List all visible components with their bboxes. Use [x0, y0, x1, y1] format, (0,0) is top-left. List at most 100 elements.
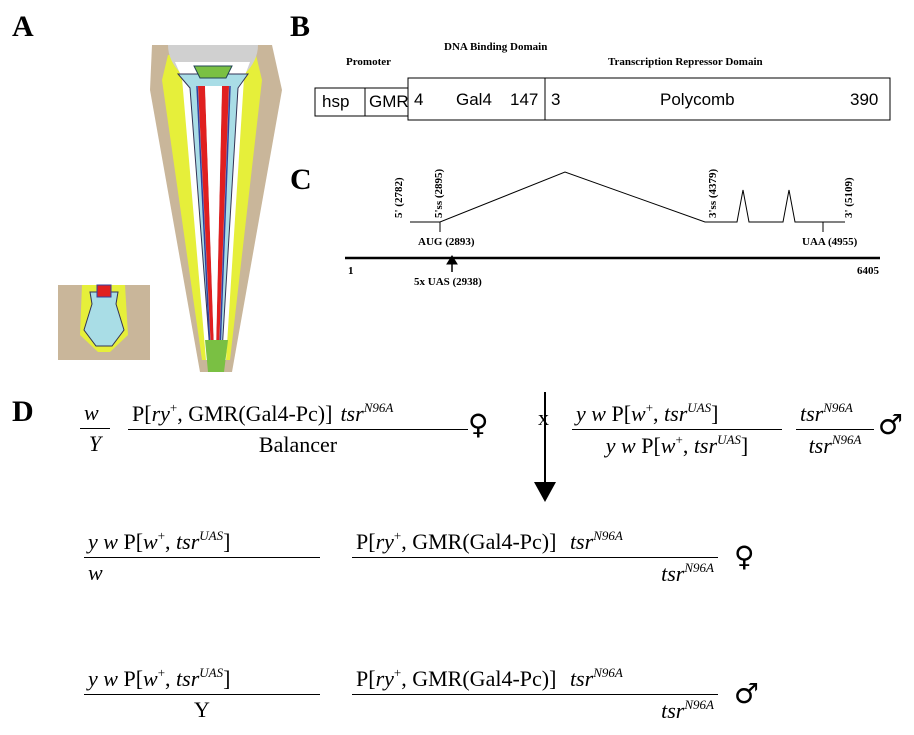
genotype-segment: , [165, 666, 176, 691]
genotype-segment: ] [223, 666, 230, 691]
codon-label: UAA (4955) [802, 236, 857, 248]
genotype-segment: tsr [570, 529, 593, 554]
numerator: tsrN96A [796, 400, 874, 430]
genotype-segment: ry [152, 401, 170, 426]
gene-model [345, 172, 880, 272]
sex-symbol: ♀ [734, 540, 755, 573]
genotype-segment: ] [741, 433, 748, 458]
sex-symbol: ♂ [734, 677, 759, 710]
genotype-segment: UAS [717, 432, 741, 447]
genotype-segment: , [165, 529, 176, 554]
site-label: 3'ss (4379) [707, 169, 719, 218]
genotype-fraction: y w P[w+, tsrUAS]Y [84, 665, 320, 723]
genotype-segment: P[ [356, 529, 376, 554]
genotype-segment: P[ [636, 433, 661, 458]
genotype-fraction: y w P[w+, tsrUAS]y w P[w+, tsrUAS] [572, 400, 782, 459]
box-label: Polycomb [660, 90, 735, 110]
box-label: 390 [850, 90, 878, 110]
box-label: GMR [369, 92, 409, 112]
numerator: P[ry+, GMR(Gal4-Pc)] tsrN96A [352, 665, 718, 695]
numerator: P[ry+, GMR(Gal4-Pc)]tsrN96A [128, 400, 468, 430]
genotype-segment: N96A [832, 432, 862, 447]
denominator: Balancer [128, 430, 468, 458]
header: Transcription Repressor Domain [608, 56, 763, 68]
genotype-segment: y w [88, 529, 118, 554]
header: Promoter [346, 56, 391, 68]
panel-label: A [12, 10, 34, 44]
genotype-segment: + [646, 400, 653, 415]
genotype-segment: UAS [687, 400, 711, 415]
genotype-segment: N96A [684, 560, 714, 575]
genotype-segment: , GMR(Gal4-Pc)] [401, 666, 562, 691]
header: DNA Binding Domain [444, 40, 554, 55]
genotype-segment: P[ [118, 529, 143, 554]
genotype-segment: ry [376, 666, 394, 691]
numerator: y w P[w+, tsrUAS] [572, 400, 782, 430]
genotype-segment: N96A [684, 697, 714, 712]
genotype-segment: N96A [593, 528, 623, 543]
genotype-segment: Balancer [259, 432, 337, 457]
genotype-fraction: P[ry+, GMR(Gal4-Pc)]tsrN96ABalancer [128, 400, 468, 458]
uas-label: 5x UAS (2938) [414, 276, 482, 288]
genotype-segment: tsr [664, 401, 687, 426]
denominator: Y [80, 429, 110, 457]
genotype-segment: N96A [823, 400, 853, 415]
genotype-segment: UAS [199, 528, 223, 543]
genotype-segment: P[ [606, 401, 631, 426]
genotype-segment: y w [88, 666, 118, 691]
genotype-segment: , [653, 401, 664, 426]
site-label: 5' (2782) [393, 177, 405, 218]
genotype-segment: , GMR(Gal4-Pc)] [401, 529, 562, 554]
genotype-segment: w [143, 666, 158, 691]
genotype-segment: N96A [364, 400, 394, 415]
box-label: 4 [414, 90, 423, 110]
coordinate-label: 6405 [857, 265, 879, 277]
genotype-segment: tsr [661, 698, 684, 723]
box-label: hsp [322, 92, 349, 112]
genotype-segment: Y [194, 697, 210, 722]
panel-label: C [290, 163, 312, 197]
genotype-segment: UAS [199, 665, 223, 680]
genotype-segment: + [158, 665, 165, 680]
genotype-segment: y w [576, 401, 606, 426]
denominator: tsrN96A [796, 430, 874, 459]
genotype-segment: ] [711, 401, 718, 426]
genotype-fraction: y w P[w+, tsrUAS]w [84, 528, 320, 586]
genotype-segment: tsr [661, 561, 684, 586]
panel-label: B [290, 10, 310, 44]
box-label: Gal4 [456, 90, 492, 110]
genotype-segment: w [88, 560, 103, 585]
artwork [0, 0, 914, 735]
sex-symbol: ♂ [878, 408, 903, 441]
numerator: w [80, 400, 110, 429]
numerator: P[ry+, GMR(Gal4-Pc)] tsrN96A [352, 528, 718, 558]
numerator: y w P[w+, tsrUAS] [84, 528, 320, 558]
genotype-segment: ] [223, 529, 230, 554]
eye-disc-drawing [58, 45, 282, 372]
box-label: 3 [551, 90, 560, 110]
genotype-segment: tsr [800, 401, 823, 426]
genotype-segment: + [158, 528, 165, 543]
site-label: 3' (5109) [843, 177, 855, 218]
genotype-segment: w [84, 400, 99, 425]
figure: A B C D Promoter DNA Binding Domain Tran… [0, 0, 914, 735]
genotype-segment: w [661, 433, 676, 458]
genotype-segment: tsr [176, 666, 199, 691]
codon-label: AUG (2893) [418, 236, 475, 248]
genotype-segment: tsr [570, 666, 593, 691]
genotype-segment: P[ [132, 401, 152, 426]
denominator: Y [84, 695, 320, 723]
site-label: 5'ss (2895) [433, 169, 445, 218]
genotype-segment: ry [376, 529, 394, 554]
box-label: 147 [510, 90, 538, 110]
denominator: tsrN96A [352, 695, 718, 724]
genotype-segment: + [675, 432, 682, 447]
genotype-segment: N96A [593, 665, 623, 680]
panel-label: D [12, 395, 34, 429]
genotype-segment: tsr [176, 529, 199, 554]
numerator: y w P[w+, tsrUAS] [84, 665, 320, 695]
denominator: w [84, 558, 320, 586]
